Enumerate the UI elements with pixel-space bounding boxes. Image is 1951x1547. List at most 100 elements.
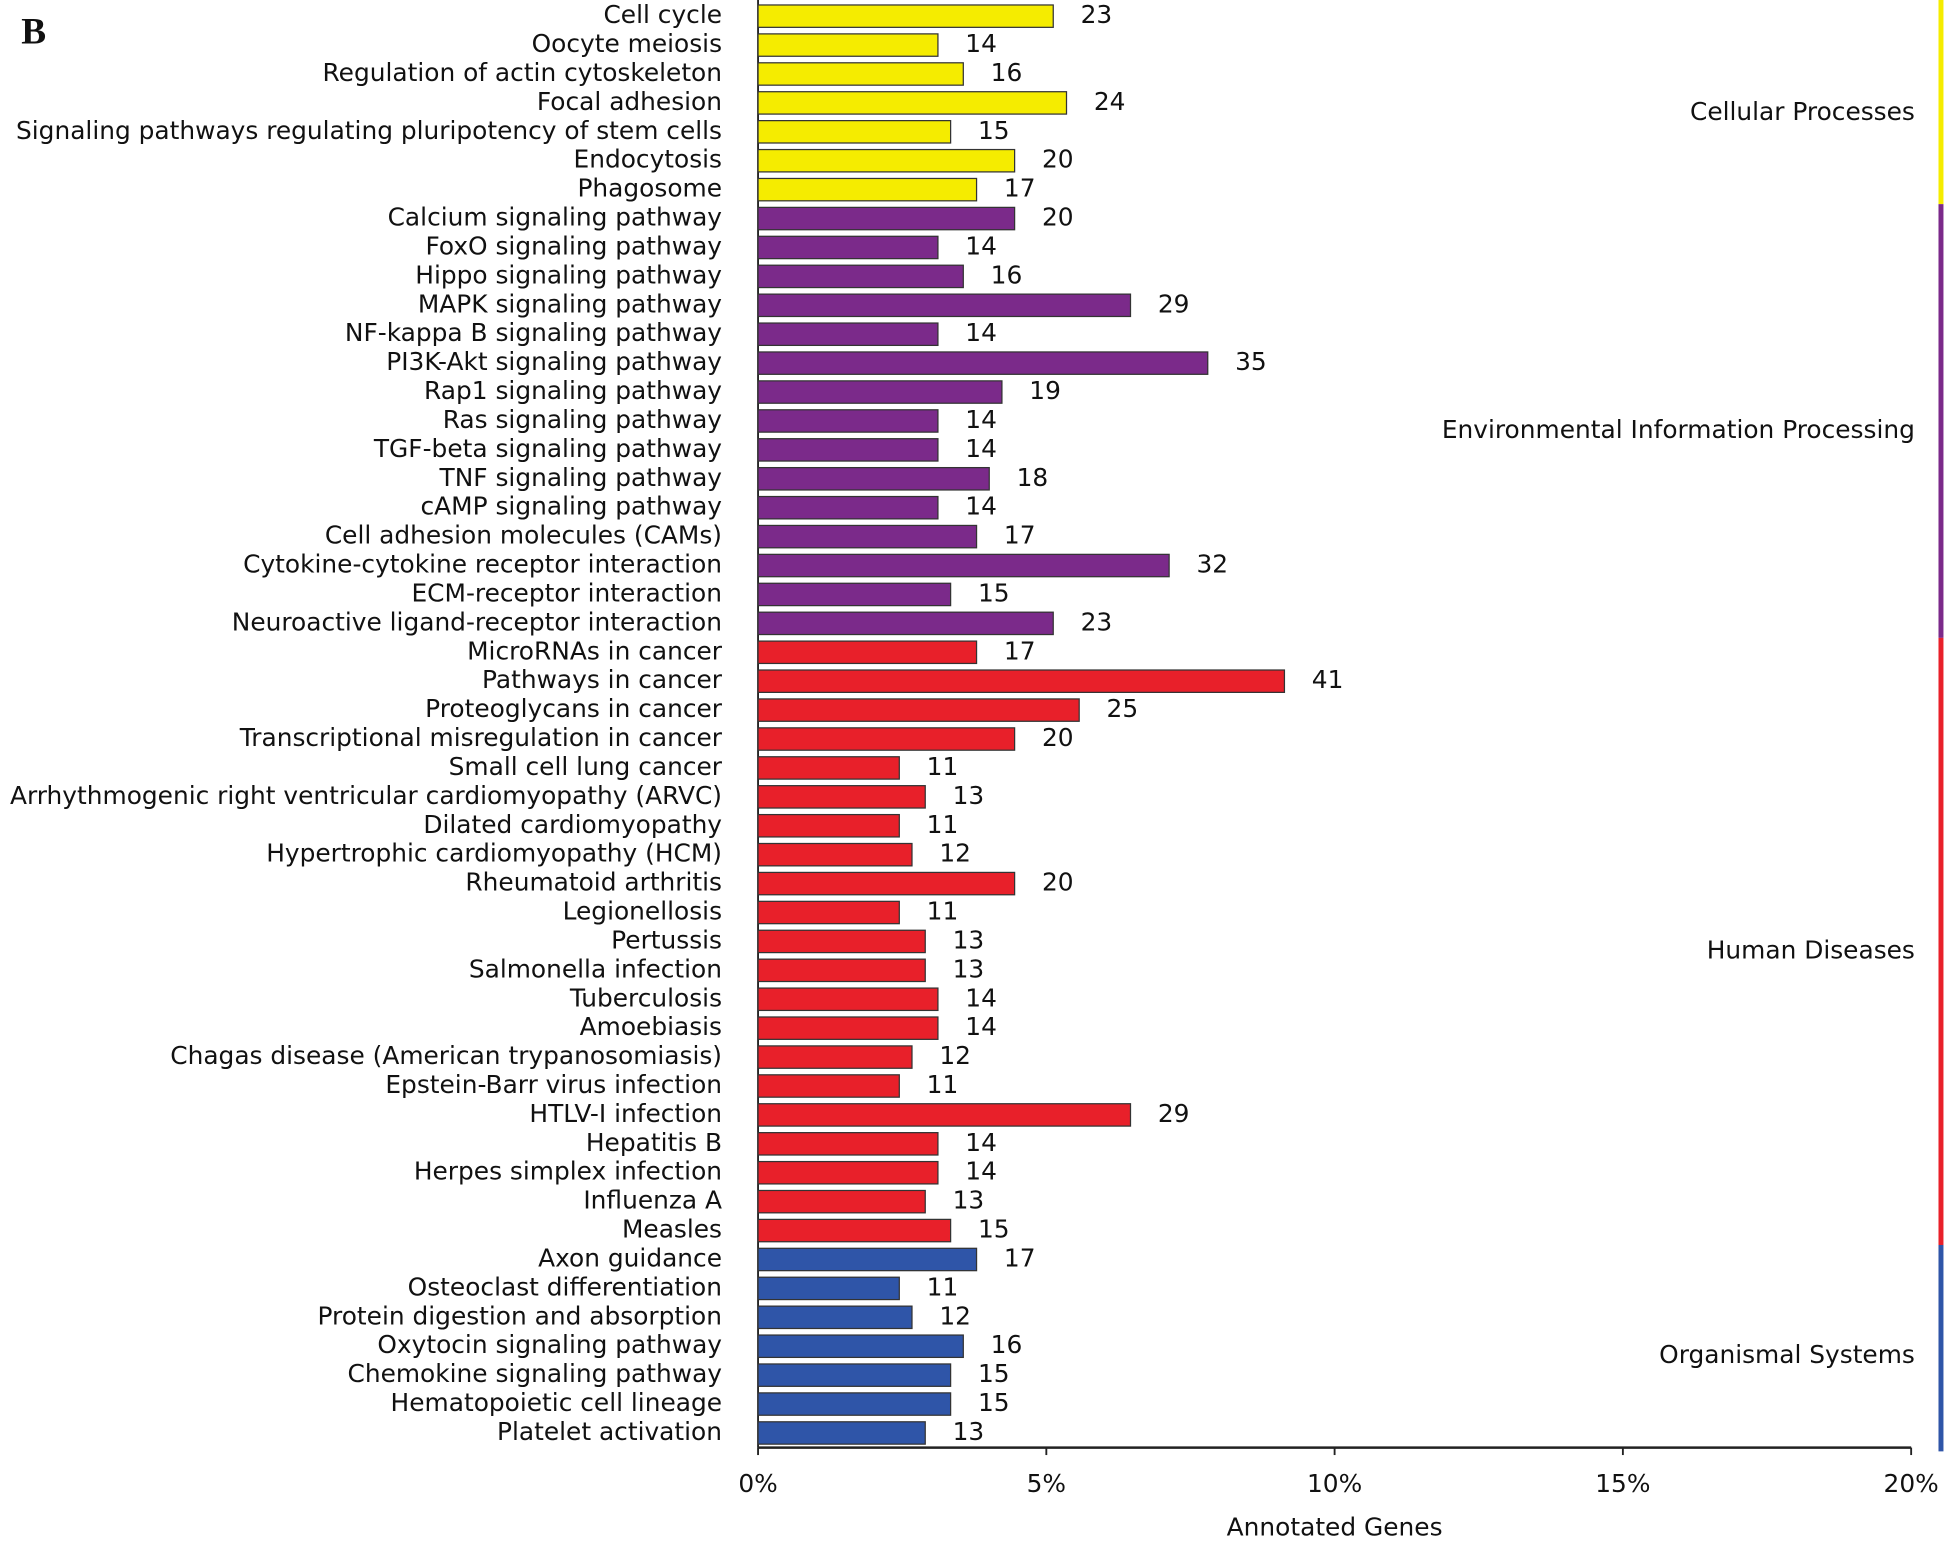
value-label: 12 — [939, 1301, 971, 1330]
category-label: TNF signaling pathway — [439, 463, 722, 492]
category-label: MicroRNAs in cancer — [467, 636, 723, 665]
bar — [757, 929, 926, 954]
category-label: ECM-receptor interaction — [411, 578, 722, 607]
bar — [757, 1247, 978, 1272]
value-label: 20 — [1042, 868, 1074, 897]
category-label: Oxytocin signaling pathway — [377, 1330, 722, 1359]
bar — [757, 495, 939, 520]
value-label: 16 — [991, 1330, 1023, 1359]
value-label: 12 — [939, 1041, 971, 1070]
value-label: 12 — [939, 839, 971, 868]
category-label: FoxO signaling pathway — [425, 231, 722, 260]
category-label: Arrhythmogenic right ventricular cardiom… — [10, 781, 722, 810]
value-label: 17 — [1004, 636, 1036, 665]
x-tick-label: 10% — [1307, 1469, 1362, 1498]
bar — [757, 1132, 939, 1156]
bar — [757, 698, 1080, 722]
bar — [757, 756, 900, 780]
value-label: 14 — [965, 1157, 997, 1186]
bar — [757, 987, 939, 1012]
category-label: Dilated cardiomyopathy — [423, 810, 722, 839]
value-label: 14 — [965, 983, 997, 1012]
value-label: 15 — [978, 116, 1010, 145]
value-label: 15 — [978, 1388, 1010, 1417]
category-label: Pertussis — [611, 925, 722, 954]
bar — [757, 235, 939, 260]
category-label: Transcriptional misregulation in cancer — [239, 723, 723, 752]
category-label: Chemokine signaling pathway — [347, 1359, 722, 1388]
x-tick-label: 5% — [1027, 1469, 1066, 1498]
bar — [757, 900, 900, 925]
bar — [757, 177, 978, 202]
value-label: 20 — [1042, 723, 1074, 752]
value-label: 20 — [1042, 145, 1074, 174]
x-tick-label: 0% — [738, 1469, 777, 1498]
category-label: Hypertrophic cardiomyopathy (HCM) — [266, 839, 722, 868]
group-label: Organismal Systems — [1659, 1340, 1915, 1369]
category-label: Salmonella infection — [469, 954, 722, 983]
bar — [757, 1160, 939, 1185]
category-label: Protein digestion and absorption — [318, 1301, 723, 1330]
category-label: Herpes simplex infection — [414, 1157, 722, 1186]
bar — [757, 1421, 926, 1445]
category-label: cAMP signaling pathway — [421, 492, 723, 521]
value-label: 19 — [1029, 376, 1061, 405]
category-label: Hippo signaling pathway — [415, 260, 722, 289]
group-label: Cellular Processes — [1690, 97, 1915, 126]
bar — [757, 4, 1054, 28]
bar — [757, 351, 1209, 375]
category-label: Amoebiasis — [580, 1012, 722, 1041]
bar — [757, 1016, 939, 1040]
value-label: 16 — [991, 260, 1023, 289]
group-label: Environmental Information Processing — [1442, 415, 1915, 444]
bar — [757, 206, 1016, 231]
value-label: 17 — [1004, 1243, 1036, 1272]
bar — [757, 466, 990, 491]
category-label: Pathways in cancer — [482, 665, 723, 694]
category-label: Hepatitis B — [586, 1128, 722, 1157]
value-label: 13 — [953, 954, 985, 983]
value-label: 14 — [965, 1012, 997, 1041]
category-label: TGF-beta signaling pathway — [373, 434, 722, 463]
value-label: 29 — [1158, 289, 1190, 318]
category-label: HTLV-I infection — [529, 1099, 722, 1128]
category-label: Hematopoietic cell lineage — [391, 1388, 722, 1417]
value-label: 23 — [1081, 607, 1113, 636]
group-label: Human Diseases — [1707, 935, 1915, 964]
value-label: 23 — [1081, 0, 1113, 29]
value-label: 18 — [1017, 463, 1049, 492]
value-label: 11 — [927, 897, 959, 926]
value-label: 13 — [953, 781, 985, 810]
category-label: NF-kappa B signaling pathway — [345, 318, 722, 347]
category-label: Endocytosis — [574, 145, 723, 174]
category-label: Axon guidance — [538, 1243, 722, 1272]
value-label: 41 — [1312, 665, 1344, 694]
bar — [757, 669, 1286, 693]
category-label: Cytokine-cytokine receptor interaction — [243, 550, 722, 579]
bar — [757, 264, 964, 289]
value-label: 13 — [953, 1417, 985, 1446]
bar — [757, 785, 926, 809]
bar — [757, 409, 939, 433]
category-label: Signaling pathways regulating pluripoten… — [16, 116, 722, 145]
bar — [757, 582, 952, 607]
bar — [757, 813, 900, 838]
category-label: Platelet activation — [497, 1417, 722, 1446]
bar — [757, 1103, 1132, 1127]
category-label: Ras signaling pathway — [443, 405, 722, 434]
value-label: 13 — [953, 1186, 985, 1215]
bar — [757, 120, 952, 144]
bar — [757, 33, 939, 57]
bar — [757, 842, 913, 867]
x-tick-label: 20% — [1884, 1469, 1939, 1498]
category-label: Legionellosis — [563, 897, 722, 926]
panel-label: B — [21, 11, 46, 52]
value-label: 17 — [1004, 521, 1036, 550]
category-label: MAPK signaling pathway — [418, 289, 722, 318]
value-label: 29 — [1158, 1099, 1190, 1128]
bar — [757, 148, 1016, 173]
value-label: 14 — [965, 434, 997, 463]
bar — [757, 62, 964, 86]
